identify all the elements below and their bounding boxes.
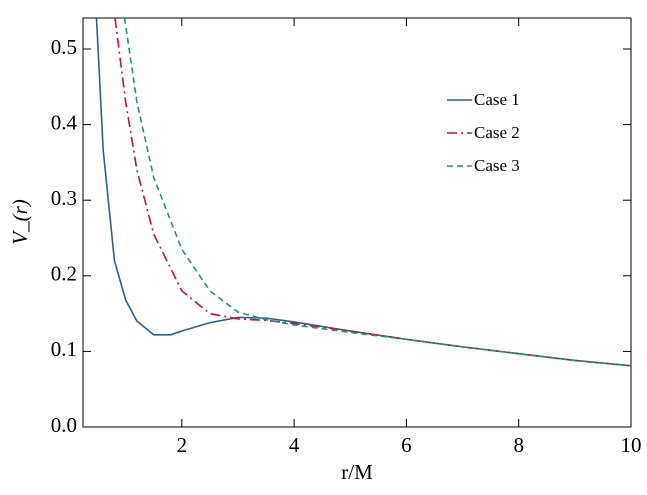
series-line: [123, 18, 631, 367]
x-tick-label: 4: [289, 433, 300, 457]
legend-label: Case 2: [474, 123, 520, 142]
y-tick-label: 0.5: [51, 35, 77, 59]
x-tick-label: 10: [621, 433, 642, 457]
legend-label: Case 1: [474, 90, 520, 109]
y-tick-label: 0.1: [51, 337, 77, 361]
y-tick-label: 0.0: [51, 413, 77, 437]
legend-label: Case 3: [474, 156, 520, 175]
series-line: [95, 18, 631, 367]
y-axis-label: V_(r): [8, 199, 32, 245]
x-tick-label: 6: [401, 433, 412, 457]
y-tick-label: 0.2: [51, 262, 77, 286]
y-tick-label: 0.4: [51, 110, 78, 134]
x-tick-label: 8: [513, 433, 524, 457]
x-axis-label: r/M: [341, 460, 373, 484]
y-tick-label: 0.3: [51, 186, 77, 210]
x-tick-label: 2: [177, 433, 188, 457]
series-line: [114, 18, 631, 367]
plot-frame: [82, 17, 632, 428]
